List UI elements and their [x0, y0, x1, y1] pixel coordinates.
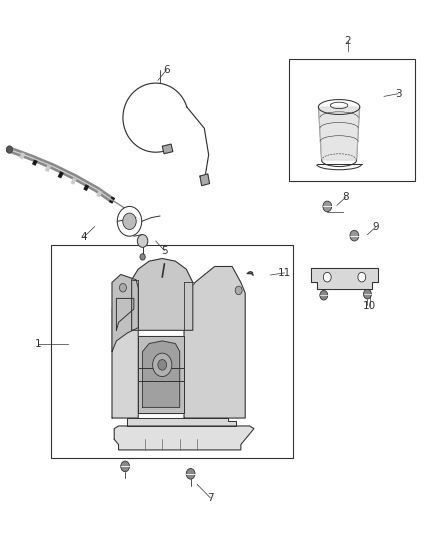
Circle shape	[323, 272, 331, 282]
Polygon shape	[200, 174, 209, 185]
Circle shape	[7, 146, 12, 154]
Bar	[289, 59, 416, 181]
Circle shape	[158, 360, 166, 370]
Circle shape	[121, 461, 130, 472]
Circle shape	[235, 286, 242, 295]
Text: 11: 11	[278, 268, 291, 278]
Text: 5: 5	[161, 246, 168, 255]
Text: 10: 10	[363, 301, 376, 311]
Circle shape	[364, 289, 371, 299]
Polygon shape	[143, 341, 180, 407]
Text: 1: 1	[35, 338, 41, 349]
Circle shape	[140, 254, 145, 260]
Polygon shape	[132, 259, 193, 330]
Circle shape	[123, 213, 136, 230]
Text: 4: 4	[80, 232, 87, 243]
Circle shape	[138, 235, 148, 247]
Text: 2: 2	[345, 36, 351, 45]
Circle shape	[350, 230, 359, 241]
Text: 7: 7	[207, 492, 214, 503]
Text: 9: 9	[373, 222, 379, 232]
Polygon shape	[162, 144, 173, 154]
Text: 8: 8	[343, 192, 349, 203]
Polygon shape	[184, 266, 245, 418]
Circle shape	[152, 353, 172, 376]
Polygon shape	[311, 268, 378, 289]
Text: 6: 6	[163, 65, 170, 75]
Polygon shape	[318, 107, 360, 160]
Polygon shape	[117, 298, 134, 330]
Circle shape	[320, 290, 328, 300]
Polygon shape	[112, 280, 138, 418]
Circle shape	[186, 469, 195, 479]
Bar	[51, 245, 293, 458]
Text: 3: 3	[395, 88, 401, 99]
Circle shape	[120, 284, 127, 292]
Circle shape	[358, 272, 366, 282]
Circle shape	[117, 206, 142, 236]
Circle shape	[323, 201, 332, 212]
Polygon shape	[138, 336, 184, 413]
Polygon shape	[114, 426, 254, 450]
Polygon shape	[112, 274, 138, 352]
Polygon shape	[127, 418, 237, 426]
